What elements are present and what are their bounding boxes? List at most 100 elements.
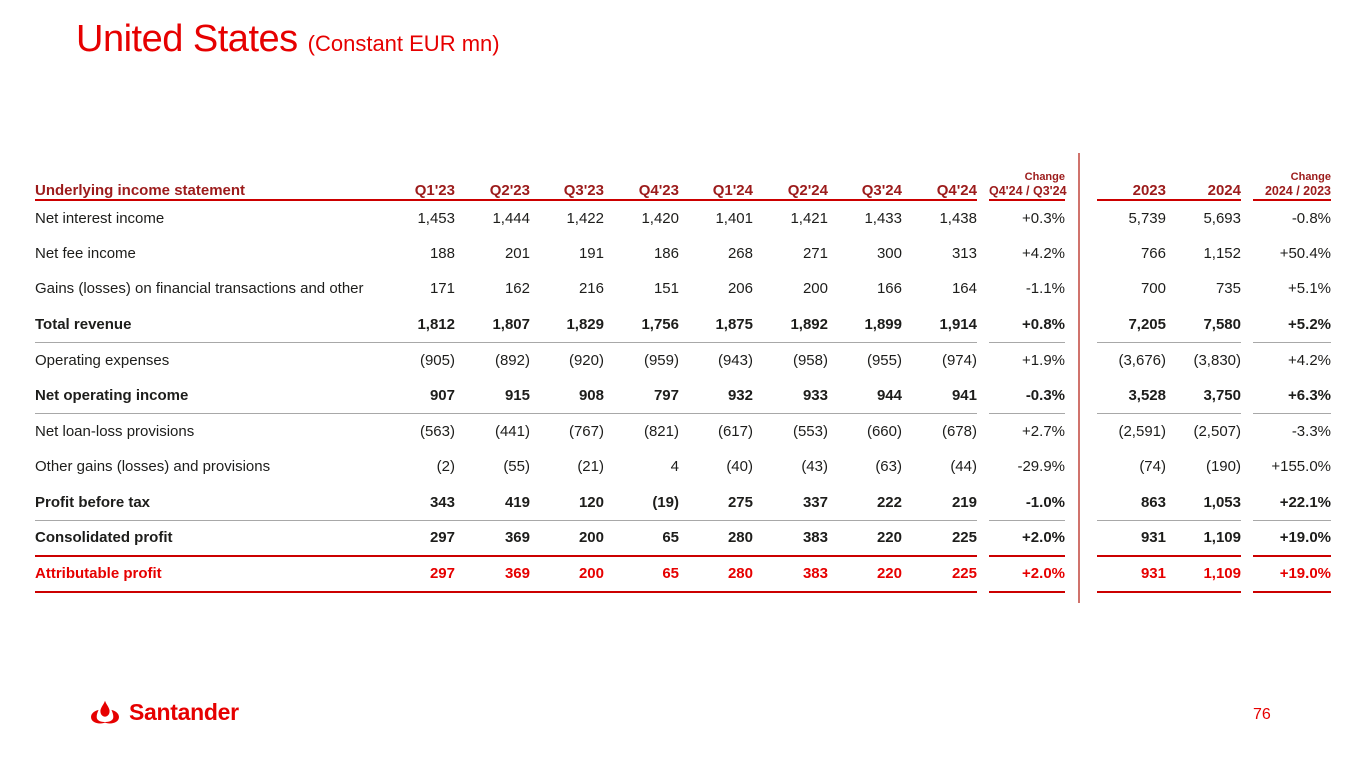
cell-Q1'23: 188 [429,244,455,262]
cell-Q3'24: 220 [828,555,902,593]
column-gap [977,150,989,200]
column-gap-divider [1065,200,1097,236]
column-gap-divider [1065,342,1097,378]
cell-2023: 3,528 [1097,377,1166,415]
cell-Q1'24: 280 [679,520,753,557]
table-row: Attributable profit 297 369 200 65 280 383 220 2… [35,555,1331,593]
cell-Q4'23: 65 [604,555,679,593]
cell-Q3'24: 1,433 [864,209,902,227]
cell-yoy-change: +4.2% [1288,351,1331,369]
row-label: Other gains (losses) and provisions [35,458,271,476]
cell-yoy-change: -0.8% [1291,209,1331,227]
cell-Q3'24: 1,899 [828,306,902,343]
cell-Q4'23: 65 [604,520,679,557]
cell-2023: 863 [1097,484,1166,521]
cell-Q3'24: 220 [828,520,902,557]
cell-Q2'23: 1,807 [455,306,530,343]
row-label: Operating expenses [35,351,170,369]
page-number: 76 [1253,706,1271,723]
cell-Q1'23: (905) [419,351,455,369]
yoy-change-title: Change [1290,171,1331,183]
cell-Q3'24: 944 [828,377,902,415]
column-gap [977,342,989,378]
cell-Q1'24: 1,875 [679,306,753,343]
row-label: Net interest income [35,209,165,227]
column-gap [1241,414,1253,450]
cell-Q3'23: 216 [578,280,604,298]
col-header-yoy-change: Change 2024 / 2023 [1253,150,1331,201]
cell-Q2'23: (892) [494,351,530,369]
cell-2024: (190) [1205,458,1241,476]
cell-2024: 1,053 [1166,484,1241,521]
column-gap [977,236,989,272]
cell-Q3'23: 120 [530,484,604,521]
column-gap-divider [1065,556,1097,592]
cell-Q3'24: 166 [876,280,902,298]
column-gap [1241,520,1253,556]
cell-qoq-change: -29.9% [1017,458,1065,476]
cell-Q4'24: 1,914 [902,306,977,343]
cell-2023: 700 [1140,280,1166,298]
cell-Q3'23: (767) [568,423,604,441]
row-label: Consolidated profit [35,520,375,557]
cell-yoy-change: +155.0% [1271,458,1331,476]
cell-Q4'23: 4 [670,458,679,476]
cell-Q2'24: 383 [753,520,828,557]
cell-Q4'23: (959) [643,351,679,369]
page-title: United States [76,18,298,60]
santander-logo: Santander [88,699,239,726]
column-gap [977,520,989,556]
cell-Q2'23: (441) [494,423,530,441]
cell-Q2'23: 162 [504,280,530,298]
column-gap [1241,485,1253,521]
header-row: Underlying income statement Q1'23 Q2'23 … [35,150,1331,201]
cell-qoq-change: +2.0% [989,520,1065,557]
cell-Q2'24: 200 [802,280,828,298]
cell-qoq-change: +4.2% [1022,244,1065,262]
cell-Q1'23: 297 [375,555,455,593]
cell-yoy-change: +19.0% [1253,520,1331,557]
column-gap [977,449,989,485]
cell-Q3'24: (660) [866,423,902,441]
col-header-q3-23: Q3'23 [530,150,604,201]
cell-Q3'23: 1,829 [530,306,604,343]
cell-qoq-change: +0.3% [1022,209,1065,227]
column-gap [977,556,989,592]
yoy-change-periods: 2024 / 2023 [1264,184,1331,198]
column-gap-divider [1065,485,1097,521]
column-gap [977,485,989,521]
cell-Q2'23: 369 [455,555,530,593]
cell-Q3'24: 222 [828,484,902,521]
row-label: Gains (losses) on financial transactions… [35,280,364,298]
cell-Q2'23: (55) [503,458,530,476]
table-row: Net loan-loss provisions (563) (441) (767) (… [35,414,1331,450]
column-gap-divider [1065,449,1097,485]
column-gap-divider [1065,307,1097,343]
column-gap [1241,449,1253,485]
col-header-q1-24: Q1'24 [679,150,753,201]
row-label: Net fee income [35,244,136,262]
table-body: Net interest income 1,453 1,444 1,422 1,420 1… [35,200,1331,593]
cell-Q2'24: (553) [792,423,828,441]
table-row: Profit before tax 343 419 120 (19) 275 337 222 2… [35,484,1331,521]
cell-Q3'23: 191 [578,244,604,262]
col-header-q2-23: Q2'23 [455,150,530,201]
column-gap [977,200,989,236]
cell-qoq-change: +2.7% [1022,423,1065,441]
cell-Q1'24: 268 [727,244,753,262]
cell-2023: 931 [1097,555,1166,593]
cell-Q4'23: 1,756 [604,306,679,343]
qoq-change-periods: Q4'24 / Q3'24 [989,184,1067,198]
cell-Q4'24: 225 [902,555,977,593]
col-header-2023: 2023 [1097,150,1166,201]
santander-flame-icon [88,700,122,725]
cell-Q1'23: 1,812 [375,306,455,343]
cell-2023: (3,676) [1118,351,1166,369]
column-gap-divider [1065,414,1097,450]
santander-wordmark: Santander [129,699,239,725]
cell-2023: 766 [1140,244,1166,262]
cell-Q2'24: (43) [801,458,828,476]
cell-Q1'24: (943) [717,351,753,369]
cell-2024: 3,750 [1166,377,1241,415]
